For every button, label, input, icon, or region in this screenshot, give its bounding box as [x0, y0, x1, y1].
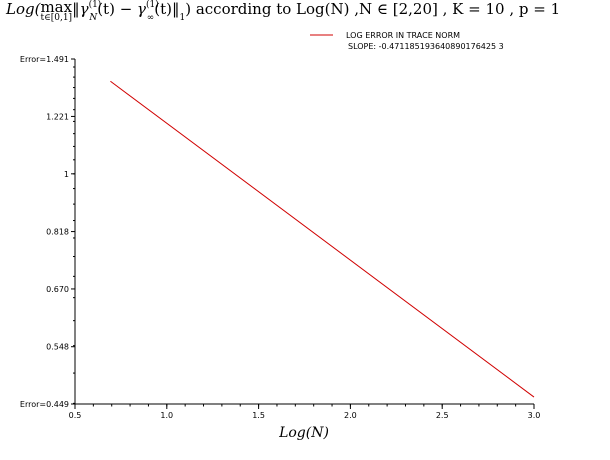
x-axis-label: Log(N): [278, 425, 329, 441]
x-tick-label: 1.5: [252, 411, 265, 420]
x-tick-label: 1.0: [160, 411, 173, 420]
y-tick-label: Error=1.491: [20, 55, 69, 64]
series-group: [110, 80, 535, 398]
legend: LOG ERROR IN TRACE NORM SLOPE: -0.471185…: [310, 31, 504, 51]
x-tick-label: 3.0: [528, 411, 541, 420]
x-ticks: 0.5 1.0 1.5 2.0 2.5 3.0: [69, 404, 541, 420]
x-tick-label: 0.5: [69, 411, 82, 420]
legend-label: LOG ERROR IN TRACE NORM: [346, 31, 460, 40]
x-tick-label: 2.0: [344, 411, 357, 420]
y-tick-label: 1.221: [46, 112, 69, 121]
axes: [74, 59, 534, 405]
y-tick-label: 0.548: [46, 343, 69, 352]
x-tick-label: 2.5: [436, 411, 449, 420]
series-line: [110, 80, 535, 398]
chart-title: Log(max t∈[0,1] ‖γ(1)N(t) − γ(1)∞(t)‖1) ac…: [6, 0, 561, 23]
y-tick-label: 0.670: [46, 285, 69, 294]
y-ticks: Error=0.449 0.548 0.670 0.818 1 1.221 Error=1.…: [20, 55, 75, 409]
y-tick-label: 0.818: [46, 228, 69, 237]
slope-annotation: SLOPE: -0.471185193640890176425 3: [348, 42, 504, 51]
y-tick-label: Error=0.449: [20, 400, 69, 409]
y-tick-label: 1: [64, 170, 69, 179]
